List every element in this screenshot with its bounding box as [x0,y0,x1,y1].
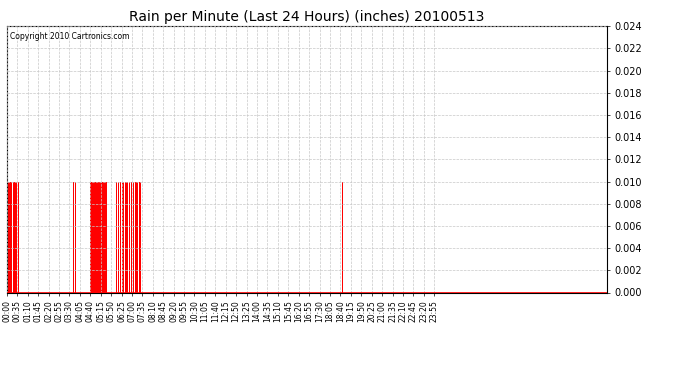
Text: Copyright 2010 Cartronics.com: Copyright 2010 Cartronics.com [10,32,130,40]
Title: Rain per Minute (Last 24 Hours) (inches) 20100513: Rain per Minute (Last 24 Hours) (inches)… [129,10,485,24]
